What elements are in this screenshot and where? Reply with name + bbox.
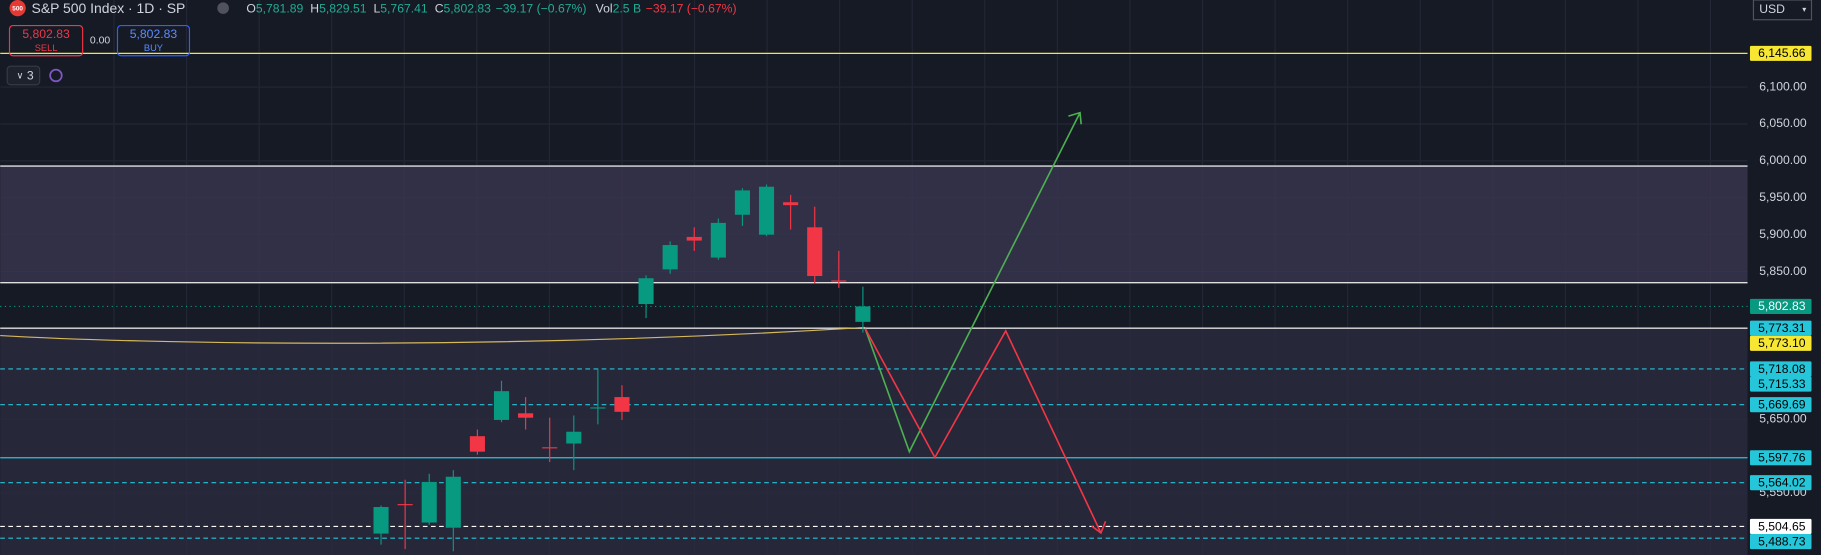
candle-body [397, 504, 413, 506]
vol: 2.5 B [613, 2, 641, 16]
ohlc-key: H [310, 2, 319, 16]
currency-select[interactable] [1752, 0, 1813, 21]
currency-caret: ▾ [1802, 5, 1806, 14]
price-box [1749, 475, 1812, 491]
price-box-label: 5,718.08 [1758, 362, 1806, 376]
price-box-label: 5,488.73 [1758, 534, 1806, 548]
logo-text: 500 [12, 5, 23, 12]
buy-label: BUY [144, 43, 163, 53]
bull-arrowhead [1068, 111, 1082, 125]
candle-body [445, 476, 461, 528]
buy-button[interactable] [116, 24, 191, 57]
sell-button[interactable] [8, 24, 84, 57]
indicator-icon[interactable] [49, 68, 63, 83]
price-boxes: 6,145.66 5,802.83 5,773.315,773.10 5,718.08… [1749, 45, 1812, 550]
currency: USD [1759, 2, 1785, 16]
ohlc-value: 5,829.51 [319, 2, 367, 16]
y-tick-label: 5,900.00 [1759, 227, 1807, 241]
change: −39.17 (−0.67%) [496, 2, 587, 16]
candle-body [614, 397, 630, 412]
price-box-label: 5,669.69 [1758, 397, 1806, 411]
candle-body [758, 186, 775, 235]
y-tick-label: 5,850.00 [1759, 264, 1807, 278]
ohlc-value: 5,767.41 [380, 2, 428, 16]
bull-path [864, 112, 1081, 454]
price-box-label: 5,773.31 [1758, 321, 1806, 335]
symbol: S&P 500 Index · 1D · SP [32, 0, 186, 16]
candles [373, 184, 871, 552]
chevron: ∨ [16, 71, 23, 81]
candle-body [734, 190, 750, 215]
y-tick-label: 5,650.00 [1759, 411, 1807, 425]
candle-body [373, 507, 389, 534]
ohlc-key: O [246, 2, 255, 16]
ohlc-value: 5,802.83 [444, 2, 492, 16]
candle-body [518, 413, 534, 418]
vol-key: Vol [596, 2, 613, 16]
ohlc: O5,781.89 H5,829.51 L5,767.41 C5,802.83 −39.… [246, 2, 736, 16]
spread: 0.00 [90, 35, 111, 46]
change2: −39.17 (−0.67%) [646, 2, 737, 16]
sell-label: SELL [35, 43, 58, 53]
y-tick-label: 6,100.00 [1759, 79, 1807, 93]
price-box [1749, 45, 1812, 61]
candle-body [710, 222, 726, 258]
candle-body [590, 407, 606, 409]
status-dot [217, 2, 229, 14]
price-box-label: 5,802.83 [1758, 299, 1806, 313]
projection-drawing [864, 111, 1107, 535]
candle-body [421, 481, 437, 523]
price-box [1749, 298, 1812, 314]
price-box [1749, 361, 1812, 377]
candle-body [686, 236, 702, 241]
y-tick-label: 5,950.00 [1759, 190, 1807, 204]
zone [0, 166, 1748, 283]
candle-body [493, 391, 510, 420]
zones [0, 166, 1748, 555]
logo [9, 0, 26, 17]
price-box [1749, 320, 1812, 336]
price-box [1749, 376, 1812, 392]
candle-body [662, 245, 678, 270]
zone [0, 328, 1748, 555]
sell-price: 5,802.83 [22, 27, 70, 41]
buy-price: 5,802.83 [130, 27, 178, 41]
moving-average [0, 326, 866, 344]
indicator-toggle[interactable] [6, 65, 41, 86]
price-lines [0, 52, 1748, 539]
ohlc-key: L [373, 2, 380, 16]
candle-body [638, 278, 654, 305]
price-box-label: 5,597.76 [1758, 451, 1806, 465]
ohlc-value: 5,781.89 [256, 2, 304, 16]
candle-body [542, 447, 558, 449]
price-box-label: 5,504.65 [1758, 519, 1806, 533]
price-box [1749, 397, 1812, 413]
price-box [1749, 534, 1812, 550]
price-box [1749, 335, 1812, 351]
y-tick-label: 6,050.00 [1759, 116, 1807, 130]
bear-arrowhead [1091, 521, 1107, 535]
candle-body [469, 436, 485, 452]
y-tick-label: 6,000.00 [1759, 153, 1807, 167]
candle-body [855, 306, 871, 322]
candle-body [831, 280, 847, 282]
price-box-label: 6,145.66 [1758, 46, 1806, 60]
price-box [1749, 518, 1812, 535]
candle-body [783, 202, 799, 206]
price-box-label: 5,715.33 [1758, 377, 1806, 391]
price-box-label: 5,773.10 [1758, 336, 1806, 350]
indicator-count: 3 [27, 68, 34, 82]
price-box [1749, 450, 1812, 466]
candle-body [566, 431, 582, 444]
price-box-label: 5,564.02 [1758, 475, 1806, 489]
bear-path [864, 328, 1102, 534]
ohlc-key: C [435, 2, 444, 16]
candle-body [807, 227, 823, 277]
